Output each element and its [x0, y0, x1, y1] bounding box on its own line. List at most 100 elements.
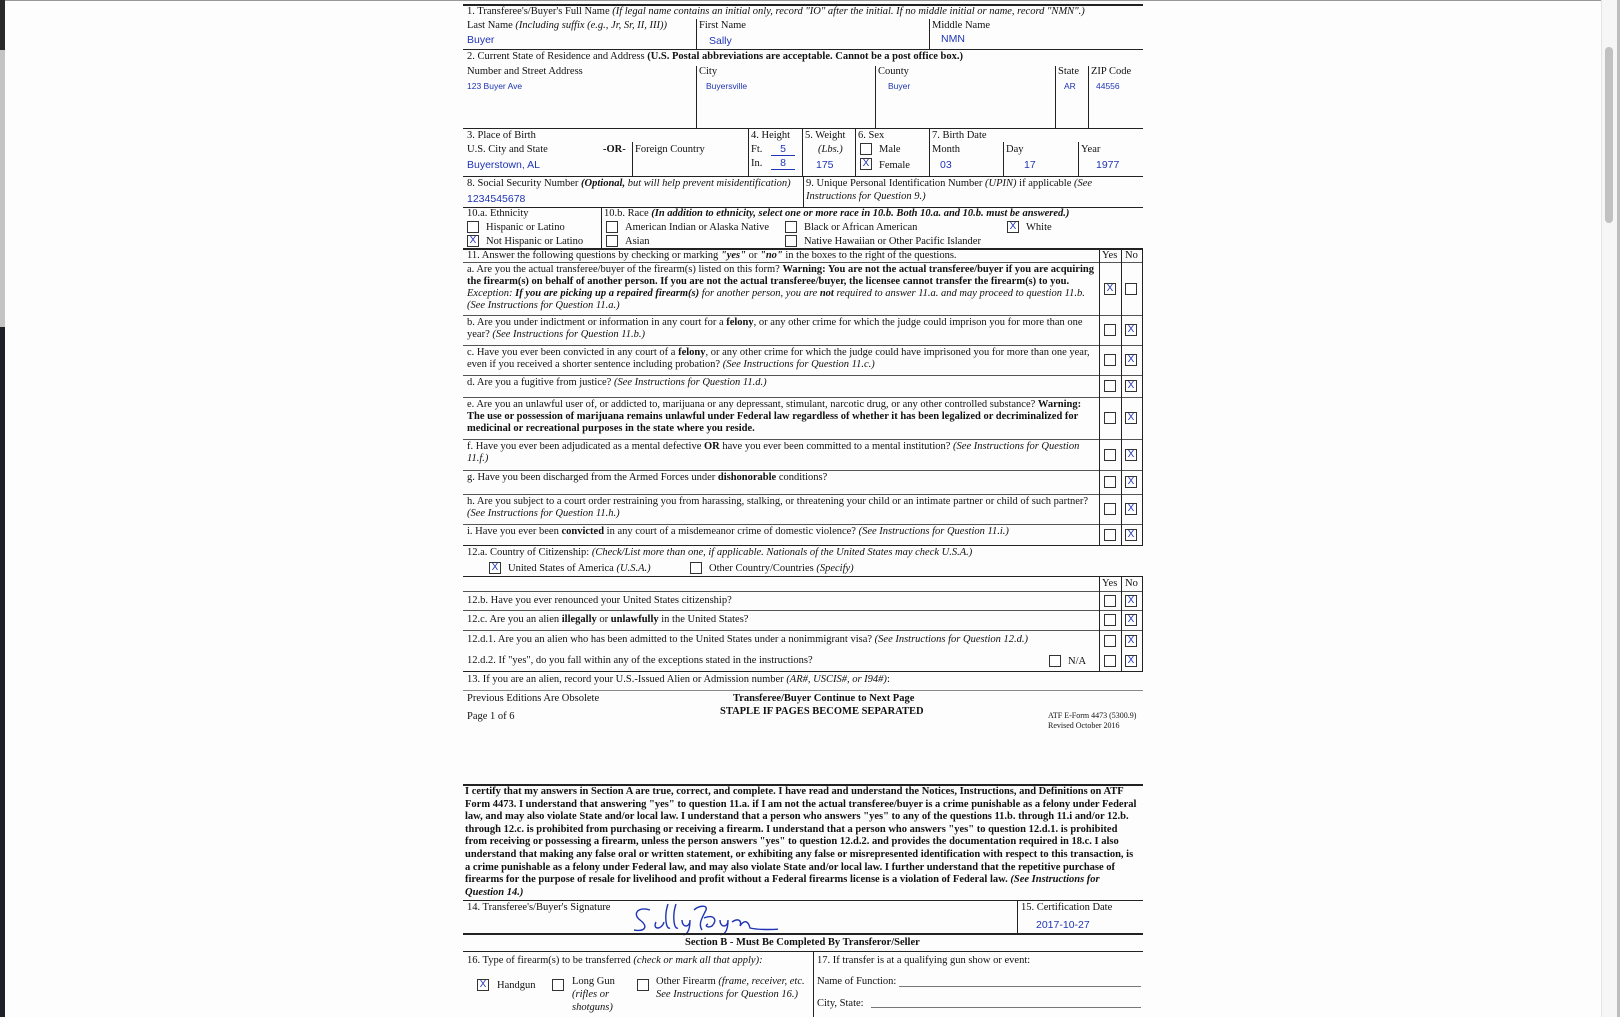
race-option-checkbox[interactable]	[606, 221, 618, 233]
divider	[813, 951, 814, 1017]
text-segment: (See Instructions for Question 11.f.)	[467, 441, 1080, 464]
race-option-checkbox[interactable]	[785, 221, 797, 233]
divider	[1121, 576, 1122, 671]
yes-checkbox[interactable]	[1104, 655, 1116, 667]
no-checkbox[interactable]: X	[1125, 635, 1137, 647]
yes-checkbox[interactable]	[1104, 354, 1116, 366]
yes-checkbox[interactable]	[1104, 614, 1116, 626]
other-firearm-checkbox[interactable]	[637, 979, 649, 991]
divider	[875, 66, 876, 128]
yes-checkbox[interactable]	[1104, 412, 1116, 424]
yes-checkbox[interactable]: X	[1104, 283, 1116, 295]
question-11-a: a. Are you the actual transferee/buyer o…	[467, 264, 1095, 312]
question-12-row: 12.d.1. Are you an alien who has been ad…	[467, 634, 1095, 646]
state-field[interactable]: AR	[1064, 81, 1076, 91]
form-id: ATF E-Form 4473 (5300.9)	[1048, 711, 1137, 720]
divider	[855, 128, 856, 176]
birth-year-field[interactable]: 1977	[1096, 159, 1120, 171]
scrollbar-thumb[interactable]	[1605, 47, 1613, 223]
divider	[463, 128, 1143, 129]
race-option-checkbox[interactable]	[606, 235, 618, 247]
ssn-field[interactable]: 1234545678	[467, 193, 526, 205]
yes-column-header: Yes	[1102, 250, 1118, 261]
no-checkbox[interactable]: X	[1125, 476, 1137, 488]
text-segment: 12.d.2. If "yes", do you fall within any…	[467, 655, 813, 666]
q10b-label: 10.b. Race (In addition to ethnicity, se…	[604, 208, 1070, 219]
birth-month-field[interactable]: 03	[940, 159, 952, 171]
race-option-checkbox[interactable]: X	[1007, 221, 1019, 233]
yes-checkbox[interactable]	[1104, 635, 1116, 647]
birth-day-field[interactable]: 17	[1024, 159, 1036, 171]
q14-label: 14. Transferee's/Buyer's Signature	[467, 902, 611, 913]
function-name-field[interactable]	[899, 986, 1141, 987]
no-checkbox[interactable]: X	[1125, 655, 1137, 667]
longgun-checkbox[interactable]	[552, 979, 564, 991]
height-in-field[interactable]: 8	[771, 157, 795, 170]
yes-checkbox[interactable]	[1104, 476, 1116, 488]
month-label: Month	[932, 144, 961, 155]
city-field[interactable]: Buyersville	[706, 81, 748, 91]
no-checkbox[interactable]: X	[1125, 449, 1137, 461]
last-name-label: Last Name (Including suffix (e.g., Jr, S…	[467, 20, 668, 31]
yes-checkbox[interactable]	[1104, 503, 1116, 515]
birthplace-field[interactable]: Buyerstown, AL	[467, 159, 540, 171]
text-segment: "no"	[759, 250, 783, 261]
state-label: State	[1058, 66, 1079, 77]
divider	[463, 524, 1143, 525]
no-checkbox[interactable]: X	[1125, 595, 1137, 607]
no-checkbox[interactable]: X	[1125, 324, 1137, 336]
vertical-scrollbar[interactable]	[1601, 0, 1617, 1017]
divider	[463, 439, 1143, 440]
text-segment: felony	[678, 347, 706, 358]
no-checkbox[interactable]: X	[1125, 412, 1137, 424]
yes-checkbox[interactable]	[1104, 529, 1116, 541]
yes-checkbox[interactable]	[1104, 449, 1116, 461]
text-segment: in any court of a misdemeanor crime of d…	[604, 526, 859, 537]
race-option-label: Native Hawaiian or Other Pacific Islande…	[804, 236, 981, 247]
city-state-field[interactable]	[871, 1007, 1141, 1008]
text-segment: unlawfully	[610, 614, 659, 625]
q17-label: 17. If transfer is at a qualifying gun s…	[817, 955, 1031, 966]
male-checkbox[interactable]	[860, 143, 872, 155]
yes-checkbox[interactable]	[1104, 324, 1116, 336]
no-checkbox[interactable]: X	[1125, 614, 1137, 626]
text-segment: conditions?	[776, 472, 828, 483]
last-name-field[interactable]: Buyer	[467, 34, 495, 46]
weight-field[interactable]: 175	[816, 159, 834, 171]
handgun-label: Handgun	[497, 980, 536, 991]
q4-label: 4. Height	[751, 130, 791, 141]
race-option-checkbox[interactable]	[785, 235, 797, 247]
function-name-label: Name of Function:	[817, 976, 897, 987]
ethnicity-option-checkbox[interactable]	[467, 221, 479, 233]
other-country-checkbox[interactable]	[690, 562, 702, 574]
text-segment: (See Instructions for Question 11.h.)	[467, 508, 620, 519]
street-field[interactable]: 123 Buyer Ave	[467, 81, 523, 91]
yes-checkbox[interactable]	[1104, 380, 1116, 392]
usa-checkbox[interactable]: X	[489, 562, 501, 574]
ethnicity-option-checkbox[interactable]: X	[467, 235, 479, 247]
buyer-signature[interactable]	[628, 900, 778, 936]
divider	[463, 397, 1143, 398]
no-checkbox[interactable]	[1125, 283, 1137, 295]
no-checkbox[interactable]: X	[1125, 354, 1137, 366]
yes-checkbox[interactable]	[1104, 595, 1116, 607]
continue-note: Transferee/Buyer Continue to Next Page	[733, 693, 915, 704]
text-segment: dishonorable	[717, 472, 777, 483]
divider	[463, 4, 1143, 6]
text-segment: felony	[726, 317, 754, 328]
no-checkbox[interactable]: X	[1125, 503, 1137, 515]
female-checkbox[interactable]: X	[860, 158, 872, 170]
zip-field[interactable]: 44556	[1096, 81, 1120, 91]
q15-label: 15. Certification Date	[1021, 902, 1113, 913]
first-name-field[interactable]: Sally	[709, 35, 732, 47]
middle-name-field[interactable]: NMN	[941, 33, 965, 45]
certification-date-field[interactable]: 2017-10-27	[1036, 919, 1090, 931]
height-ft-field[interactable]: 5	[771, 143, 795, 156]
na-checkbox[interactable]	[1049, 655, 1061, 667]
no-checkbox[interactable]: X	[1125, 529, 1137, 541]
no-checkbox[interactable]: X	[1125, 380, 1137, 392]
handgun-checkbox[interactable]: X	[477, 979, 489, 991]
county-field[interactable]: Buyer	[888, 81, 911, 91]
first-name-label: First Name	[699, 20, 746, 31]
divider	[463, 494, 1143, 495]
